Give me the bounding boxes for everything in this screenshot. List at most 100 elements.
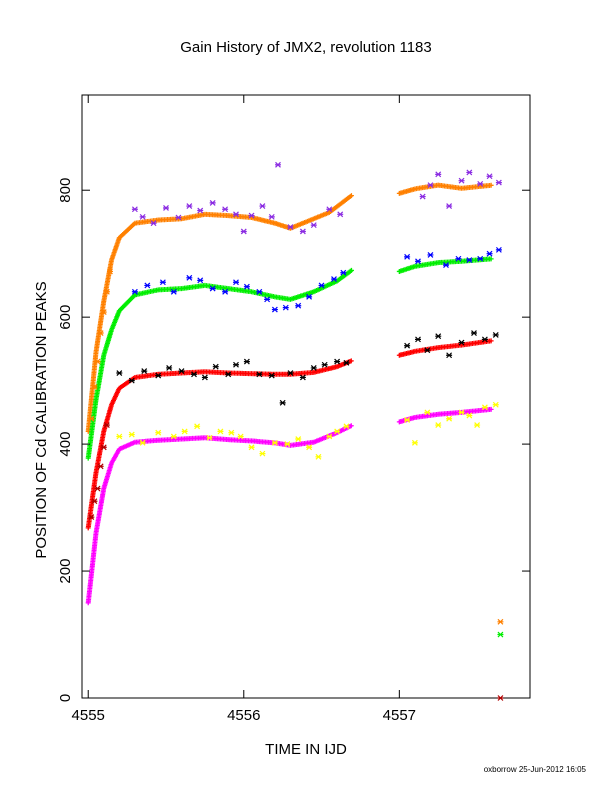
data-point [131,288,138,295]
data-point [411,439,418,446]
data-point [128,377,135,384]
data-point [256,371,263,378]
data-point [427,182,434,189]
data-point [88,415,95,422]
data-point [222,206,229,213]
data-point [155,429,162,436]
data-point [282,304,289,311]
data-point [495,179,502,186]
data-point [458,177,465,184]
fit-point [348,423,354,429]
data-point [248,444,255,451]
data-point [166,365,173,371]
fit-point [488,256,494,262]
data-point [415,336,421,343]
data-point [486,250,493,257]
data-point [446,415,453,422]
data-point [466,257,473,263]
fit-point [348,358,354,364]
fit-point [488,406,494,412]
y-tick-label: 200 [57,559,74,584]
data-point [497,631,504,638]
data-point [268,372,275,379]
data-point [497,618,504,625]
data-point [163,205,169,211]
data-point [458,409,465,416]
data-point [259,450,266,457]
data-point [139,439,146,446]
data-point [181,428,188,435]
data-point [209,199,216,206]
data-point [100,309,107,316]
fit-series-magenta [85,406,494,606]
data-point [287,224,294,230]
data-point [91,384,98,390]
axes-layer: 4555 4556 4557 0 200 400 600 800 [57,95,530,724]
data-point [326,206,333,213]
plot-area: 4555 4556 4557 0 200 400 600 800 [57,94,531,724]
plot-frame [81,94,531,699]
data-point [248,212,255,219]
fit-point [348,267,354,273]
data-point [279,399,286,406]
raw-series-orange [88,268,504,625]
fit-series-red [85,338,494,531]
data-point [243,358,250,365]
y-tick-label: 400 [57,432,74,457]
data-point [471,330,477,336]
data-point [191,371,197,378]
data-point [212,363,219,370]
data-point [116,370,123,376]
data-point [264,296,271,303]
data-point [217,428,224,435]
data-point [237,433,244,440]
data-point [481,404,488,411]
data-point [150,220,157,227]
data-point [495,246,502,253]
data-point [287,370,294,376]
data-point [275,161,281,168]
data-point [141,368,148,375]
data-point [225,371,232,378]
data-point [404,417,411,423]
data-point [299,374,306,381]
data-point [477,255,484,262]
data-point [97,463,104,470]
data-point [116,433,123,440]
data-point [492,401,499,408]
data-point [256,288,263,295]
data-point [343,423,350,430]
data-point [435,171,442,178]
data-point [175,214,182,221]
data-point [103,422,110,428]
data-point [91,498,98,505]
data-point [334,428,341,435]
data-point [233,361,239,368]
data-point [415,258,421,265]
data-point [340,269,347,276]
data-point [128,431,135,438]
fit-point [488,338,494,344]
data-point [155,372,162,379]
data-point [435,422,442,428]
data-point [144,282,151,289]
data-point [427,252,434,258]
data-point [271,439,278,446]
raw-series-yellow [116,401,499,460]
data-point [443,262,449,269]
data-point [170,433,177,440]
data-point [446,352,453,359]
y-tick-label: 600 [57,305,74,330]
data-point [295,302,302,309]
data-point [486,173,493,180]
x-tick-label: 4557 [383,707,416,724]
footer-credit: oxborrow 25-Jun-2012 16:05 [484,765,587,774]
data-point [315,453,322,460]
x-axis-label: TIME IN IJD [265,741,347,758]
chart-title: Gain History of JMX2, revolution 1183 [180,39,432,56]
data-point [222,288,229,295]
raw-series-black [116,330,499,406]
data-point [100,444,107,451]
data-point [233,211,239,218]
